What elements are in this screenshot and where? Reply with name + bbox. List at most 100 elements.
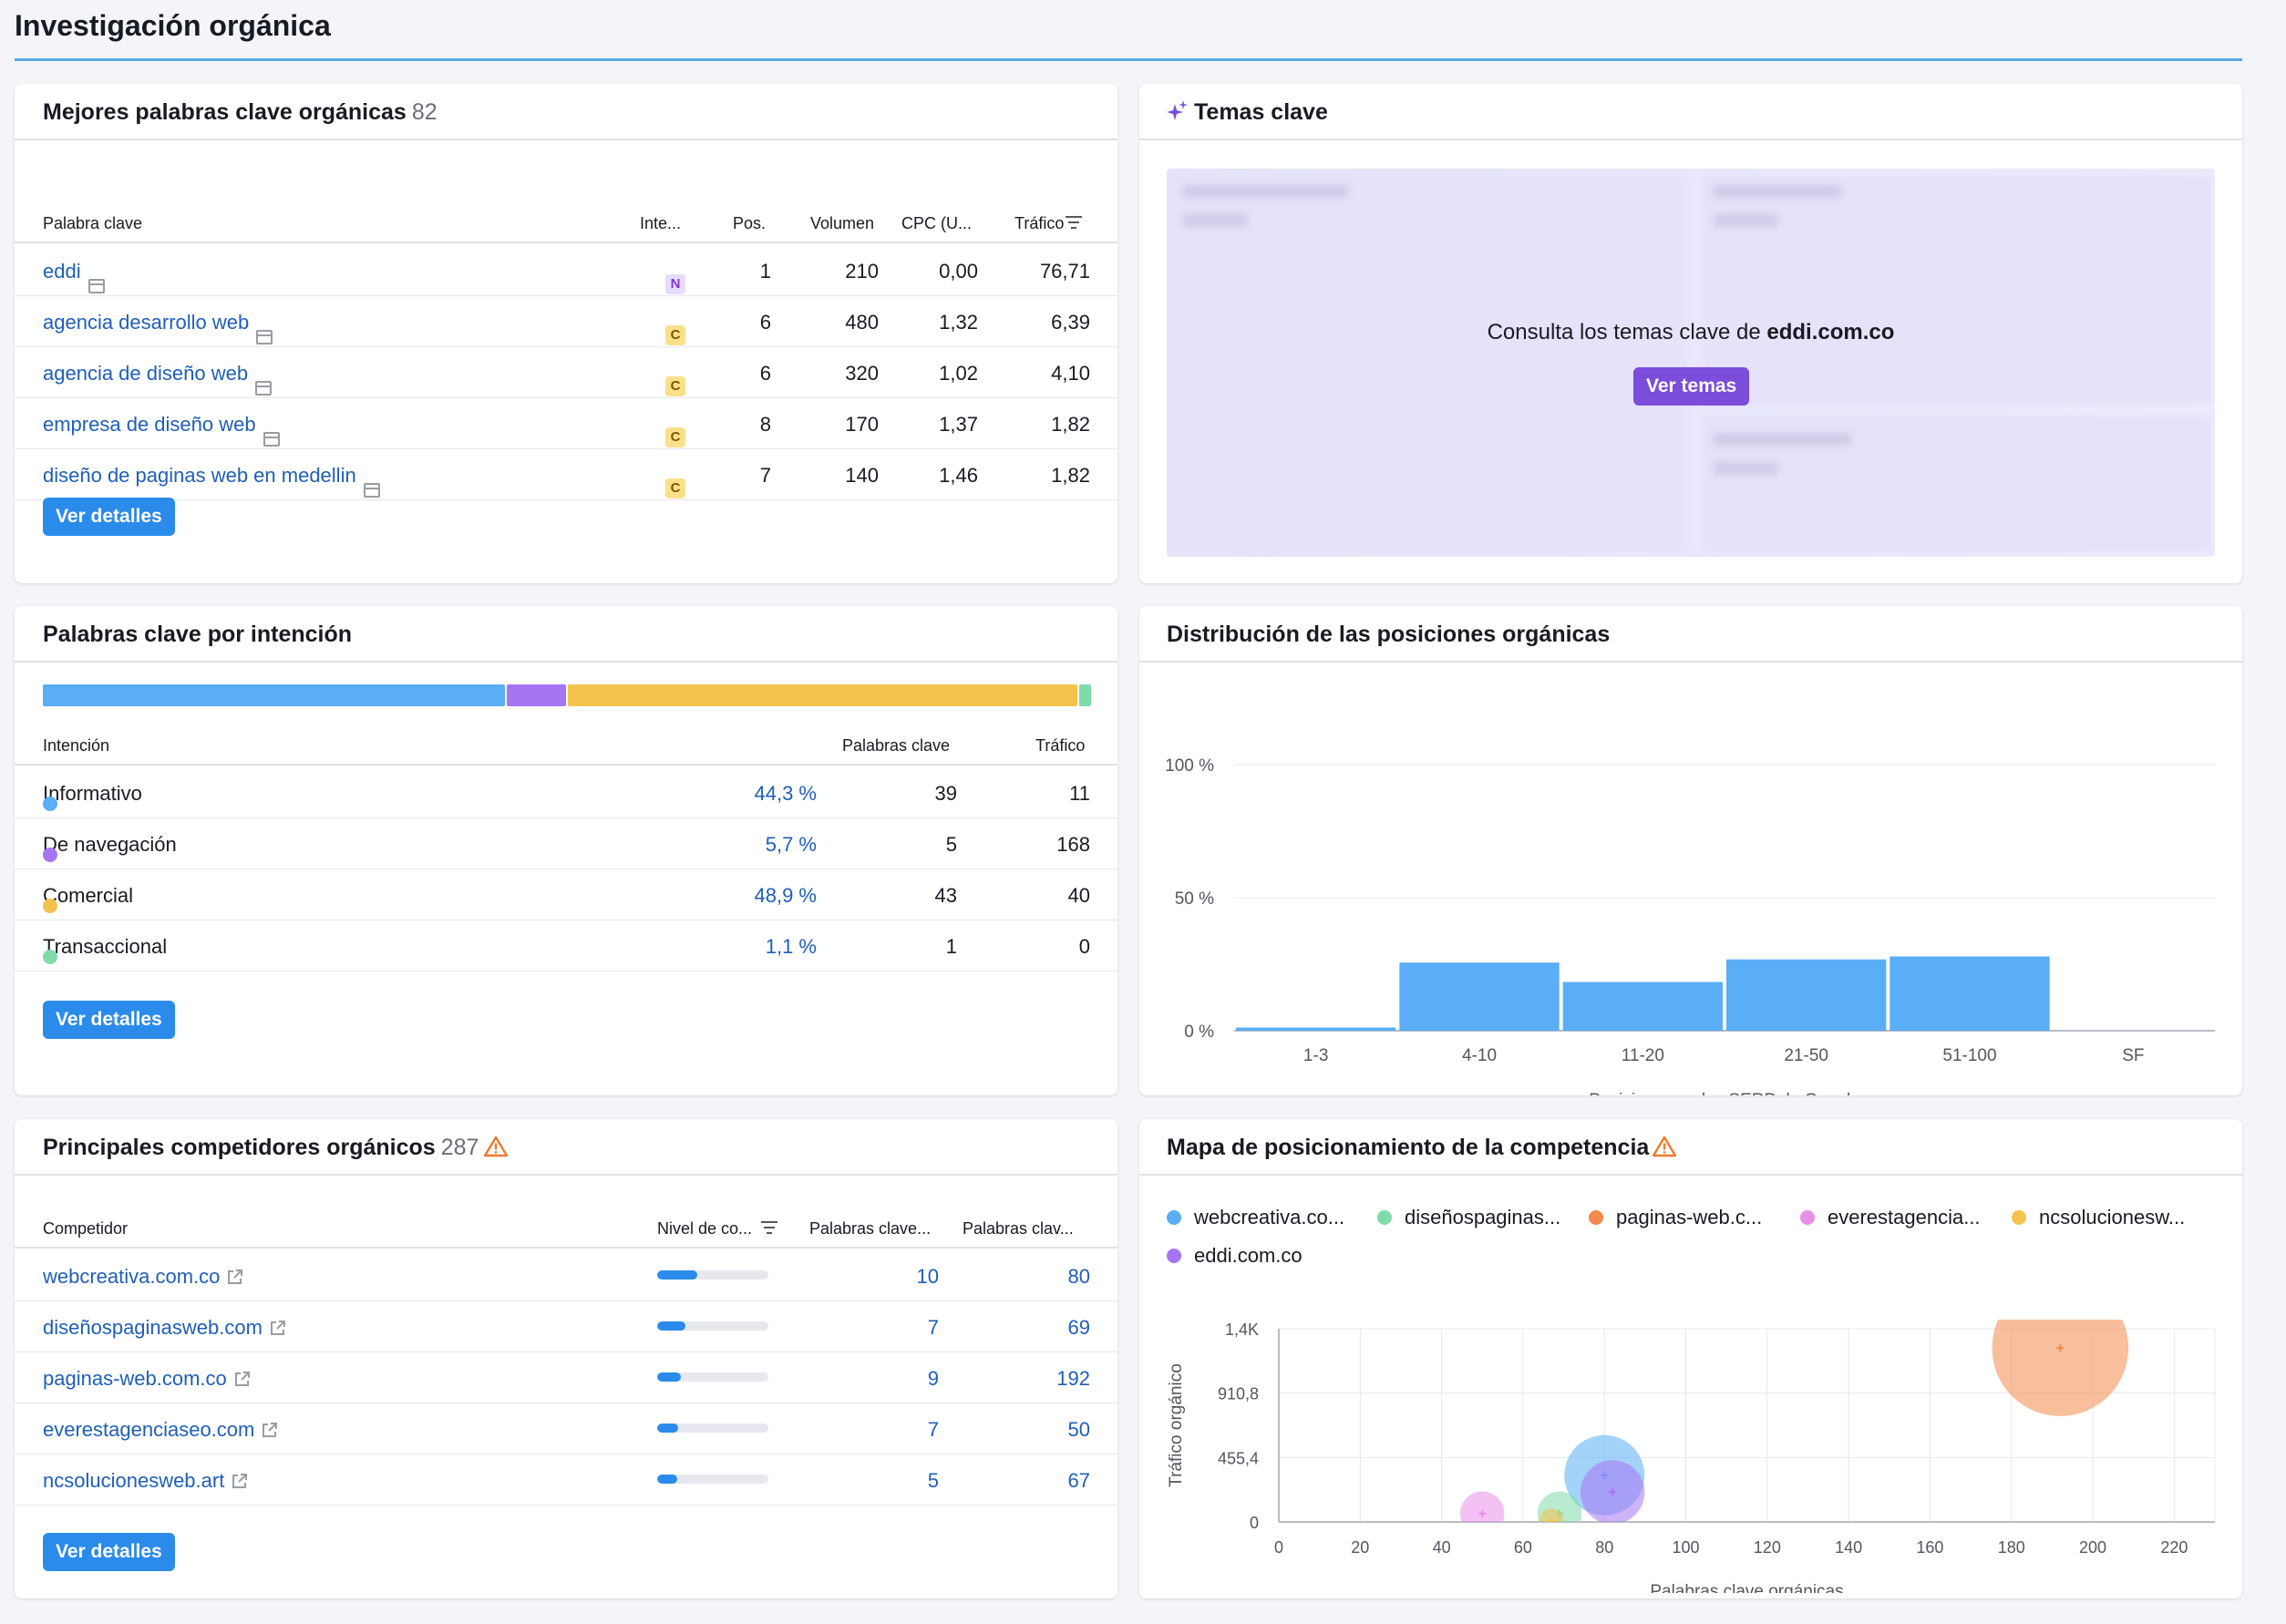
competitor-bubble[interactable]	[1992, 1292, 2129, 1416]
y-axis-title: Tráfico orgánico	[1167, 1363, 1186, 1487]
intent-row: Informativo 44,3 % 39 11	[15, 767, 1117, 818]
external-link-icon[interactable]	[232, 1473, 248, 1489]
x-tick-label: 4-10	[1462, 1046, 1497, 1065]
y-tick-label: 100 %	[1165, 756, 1214, 776]
keyword-link[interactable]: eddi	[43, 260, 81, 283]
legend-item[interactable]: eddi.com.co	[1167, 1244, 1303, 1268]
common-keywords-link[interactable]: 7	[927, 1316, 939, 1339]
x-tick-label: 220	[2160, 1538, 2188, 1557]
traffic-cell: 1,82	[1051, 464, 1090, 487]
position-bar[interactable]	[1399, 962, 1560, 1031]
competitor-link[interactable]: paginas-web.com.co	[43, 1367, 227, 1390]
competitive-map-card: Mapa de posicionamiento de la competenci…	[1139, 1119, 2242, 1598]
intent-percent-link[interactable]: 1,1 %	[765, 935, 817, 958]
organic-keywords-link[interactable]: 80	[1067, 1265, 1090, 1288]
legend-label: paginas-web.c...	[1616, 1206, 1763, 1228]
organic-keywords-link[interactable]: 192	[1056, 1367, 1090, 1390]
warning-icon[interactable]	[1653, 1136, 1677, 1157]
competition-level-fill	[657, 1424, 679, 1433]
competitors-details-button[interactable]: Ver detalles	[43, 1533, 175, 1571]
col-traffic[interactable]: Tráfico	[1035, 736, 1086, 755]
competitor-link[interactable]: ncsolucionesweb.art	[43, 1469, 225, 1492]
position-bar[interactable]	[1236, 1027, 1396, 1031]
col-cpc[interactable]: CPC (U...	[901, 214, 973, 232]
serp-feature-icon[interactable]	[255, 381, 273, 396]
x-tick-label: 20	[1351, 1538, 1369, 1557]
keyword-cell: eddi	[43, 260, 105, 293]
col-pos[interactable]: Pos.	[733, 214, 767, 232]
col-organic[interactable]: Palabras clav...	[963, 1219, 1074, 1238]
cpc-cell: 1,32	[939, 311, 978, 334]
col-level[interactable]: Nivel de co...	[657, 1219, 779, 1239]
external-link-icon[interactable]	[234, 1371, 251, 1387]
col-keywords[interactable]: Palabras clave	[842, 736, 951, 755]
serp-feature-icon[interactable]	[256, 330, 273, 344]
competitor-link[interactable]: diseñospaginasweb.com	[43, 1316, 263, 1339]
competitor-bubble[interactable]	[1460, 1491, 1505, 1535]
intent-bar-segment[interactable]	[1079, 684, 1091, 706]
legend-label: everestagencia...	[1828, 1206, 1981, 1228]
col-intent[interactable]: Intención	[43, 736, 110, 755]
serp-feature-icon[interactable]	[263, 432, 280, 447]
intent-row: Transaccional 1,1 % 1 0	[15, 920, 1117, 971]
x-tick-label: 21-50	[1784, 1046, 1828, 1065]
competitor-link[interactable]: everestagenciaseo.com	[43, 1418, 255, 1441]
competitor-cell: paginas-web.com.co	[43, 1367, 251, 1391]
position-bar[interactable]	[1562, 982, 1723, 1031]
legend-item[interactable]: paginas-web.c...	[1589, 1206, 1762, 1229]
common-keywords-link[interactable]: 7	[927, 1418, 939, 1441]
intent-percent-link[interactable]: 48,9 %	[754, 884, 818, 907]
common-keywords-link[interactable]: 9	[927, 1367, 939, 1390]
organic-keywords-link[interactable]: 50	[1067, 1418, 1090, 1441]
competition-level-bar	[657, 1372, 768, 1382]
intent-label-cell: De navegación	[43, 833, 177, 862]
col-common[interactable]: Palabras clave...	[809, 1219, 932, 1238]
intent-percent-link[interactable]: 44,3 %	[754, 782, 818, 805]
position-bar[interactable]	[1726, 959, 1887, 1031]
serp-feature-icon[interactable]	[363, 483, 380, 498]
common-keywords-link[interactable]: 5	[927, 1469, 939, 1492]
keyword-link[interactable]: agencia de diseño web	[43, 362, 249, 385]
warning-icon[interactable]	[484, 1136, 509, 1157]
x-tick-label: SF	[2122, 1046, 2144, 1065]
external-link-icon[interactable]	[227, 1269, 243, 1285]
competitor-link[interactable]: webcreativa.com.co	[43, 1265, 221, 1288]
x-tick-label: 40	[1433, 1538, 1451, 1557]
legend-item[interactable]: webcreativa.co...	[1167, 1206, 1344, 1229]
view-topics-button[interactable]: Ver temas	[1633, 367, 1750, 406]
keyword-link[interactable]: diseño de paginas web en medellin	[43, 464, 356, 487]
col-traffic[interactable]: Tráfico	[1014, 214, 1084, 233]
intent-details-button[interactable]: Ver detalles	[43, 1001, 175, 1039]
legend-item[interactable]: everestagencia...	[1800, 1206, 1981, 1229]
legend-item[interactable]: diseñospaginas...	[1377, 1206, 1560, 1229]
legend-color-dot	[1377, 1210, 1392, 1225]
legend-item[interactable]: ncsolucionesw...	[2012, 1206, 2185, 1229]
competitor-bubble[interactable]	[1539, 1508, 1564, 1532]
keyword-row: eddi N 1 210 0,00 76,71	[15, 245, 1117, 296]
col-competitor[interactable]: Competidor	[43, 1219, 129, 1238]
organic-keywords-link[interactable]: 69	[1067, 1316, 1090, 1339]
keyword-link[interactable]: empresa de diseño web	[43, 413, 256, 436]
serp-feature-icon[interactable]	[88, 279, 105, 293]
keyword-link[interactable]: agencia desarrollo web	[43, 311, 250, 334]
organic-keywords-link[interactable]: 67	[1067, 1469, 1090, 1492]
sort-icon[interactable]	[1066, 214, 1084, 231]
intent-bar-segment[interactable]	[568, 684, 1078, 706]
intent-keywords-cell: 1	[945, 935, 957, 958]
intent-table-header: Intención Palabras clave Tráfico	[15, 720, 1117, 766]
intent-color-dot	[43, 797, 57, 811]
intent-color-dot	[43, 848, 57, 862]
competition-level-bar	[657, 1321, 768, 1331]
position-bar[interactable]	[1890, 956, 2050, 1031]
col-intent[interactable]: Inte...	[640, 214, 682, 232]
keywords-details-button[interactable]: Ver detalles	[43, 498, 175, 536]
external-link-icon[interactable]	[270, 1320, 286, 1336]
col-keyword[interactable]: Palabra clave	[43, 214, 143, 232]
intent-percent-link[interactable]: 5,7 %	[765, 833, 817, 856]
col-volume[interactable]: Volumen	[810, 214, 875, 232]
common-keywords-link[interactable]: 10	[916, 1265, 939, 1288]
external-link-icon[interactable]	[262, 1422, 278, 1438]
intent-bar-segment[interactable]	[506, 684, 566, 706]
sort-icon[interactable]	[761, 1219, 779, 1236]
intent-bar-segment[interactable]	[43, 684, 505, 706]
